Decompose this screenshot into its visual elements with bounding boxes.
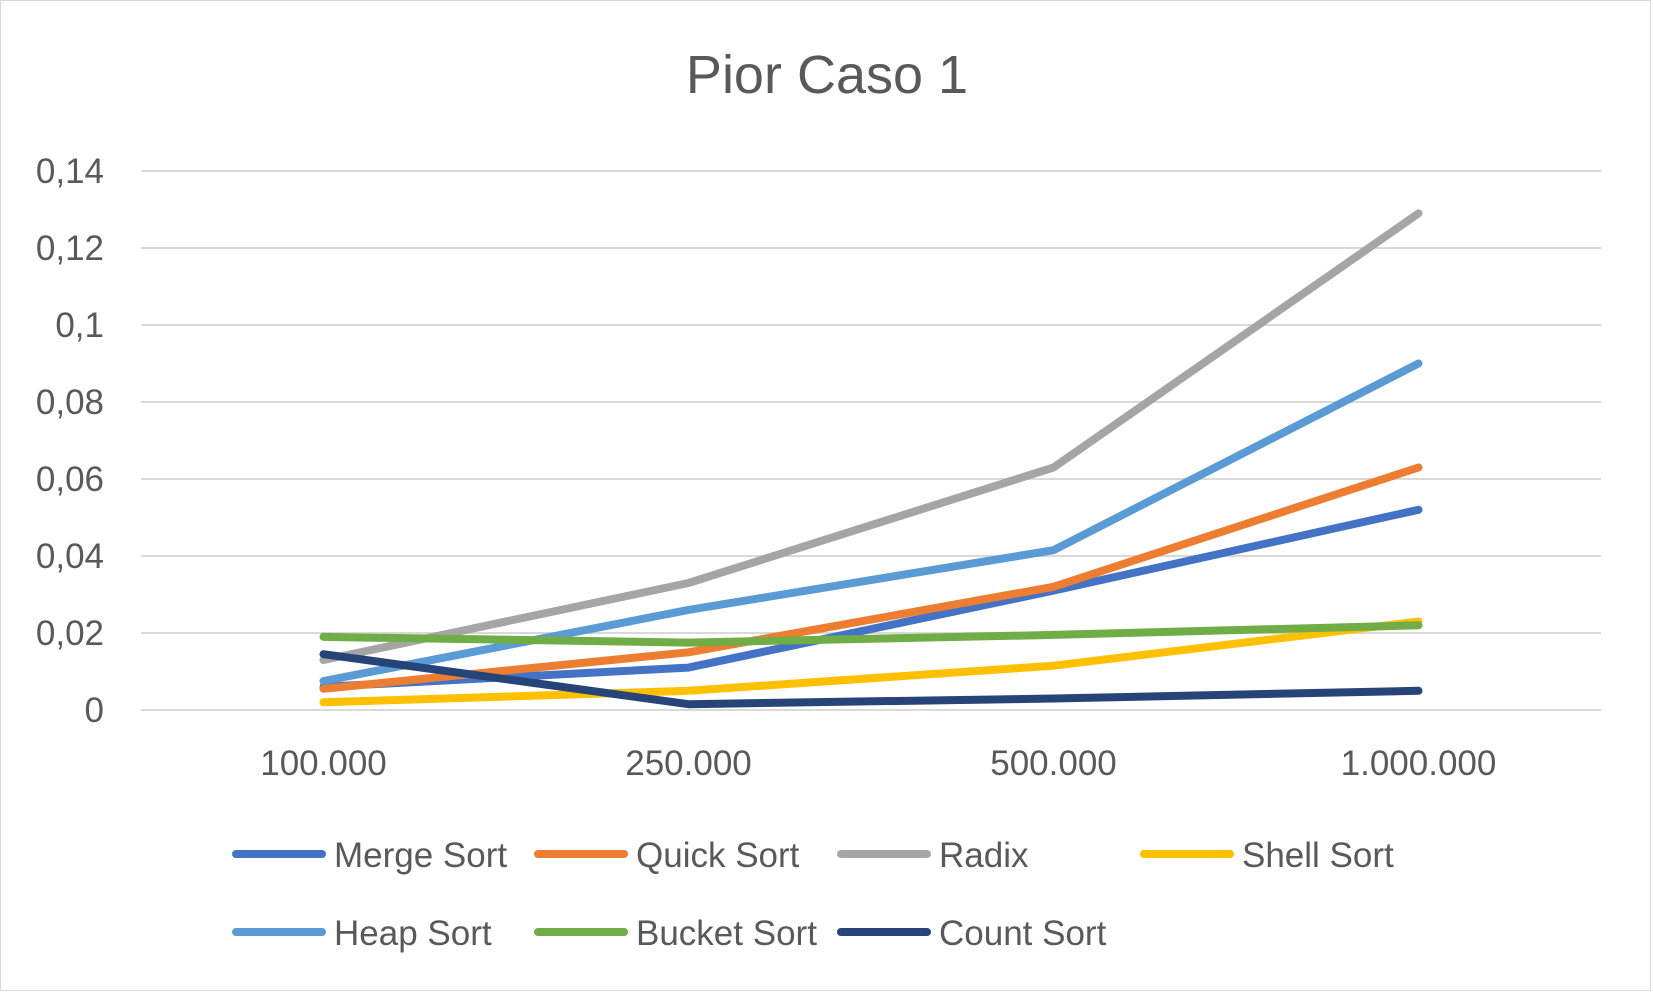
y-tick-label: 0,08	[36, 383, 104, 422]
y-axis-ticks: 0 0,02 0,04 0,06 0,08 0,1 0,12 0,14	[36, 152, 104, 730]
legend-label: Merge Sort	[334, 836, 507, 875]
legend-label: Radix	[939, 836, 1029, 875]
legend: Merge Sort Quick Sort Radix Shell Sort Heap …	[232, 836, 1394, 953]
series-line-radix	[319, 209, 1423, 664]
legend-item-quick-sort: Quick Sort	[534, 836, 800, 875]
y-tick-label: 0,14	[36, 152, 104, 191]
series-line-bucket-sort	[319, 621, 1423, 647]
y-tick-label: 0,1	[55, 306, 104, 345]
chart-title: Pior Caso 1	[686, 45, 968, 105]
series-line-heap-sort	[319, 359, 1423, 686]
legend-label: Bucket Sort	[636, 914, 817, 953]
y-tick-label: 0,04	[36, 537, 104, 576]
legend-item-heap-sort: Heap Sort	[232, 914, 492, 953]
legend-label: Quick Sort	[636, 836, 800, 875]
series-layer	[319, 209, 1423, 709]
series-line-count-sort	[319, 650, 1423, 709]
x-tick-label: 250.000	[625, 744, 752, 783]
x-tick-label: 1.000.000	[1341, 744, 1497, 783]
legend-item-merge-sort: Merge Sort	[232, 836, 507, 875]
x-tick-label: 500.000	[990, 744, 1117, 783]
legend-item-bucket-sort: Bucket Sort	[534, 914, 817, 953]
x-tick-label: 100.000	[260, 744, 387, 783]
grid-layer	[141, 170, 1601, 711]
legend-label: Shell Sort	[1242, 836, 1394, 875]
y-tick-label: 0,02	[36, 614, 104, 653]
y-tick-label: 0	[85, 691, 104, 730]
legend-label: Count Sort	[939, 914, 1107, 953]
legend-item-count-sort: Count Sort	[837, 914, 1107, 953]
x-axis-ticks: 100.000 250.000 500.000 1.000.000	[260, 744, 1496, 783]
y-tick-label: 0,12	[36, 229, 104, 268]
series-line-merge-sort	[319, 505, 1423, 691]
legend-item-radix: Radix	[837, 836, 1029, 875]
series-line-quick-sort	[319, 463, 1423, 693]
series-line-shell-sort	[319, 617, 1423, 707]
legend-item-shell-sort: Shell Sort	[1140, 836, 1394, 875]
legend-label: Heap Sort	[334, 914, 492, 953]
y-tick-label: 0,06	[36, 460, 104, 499]
